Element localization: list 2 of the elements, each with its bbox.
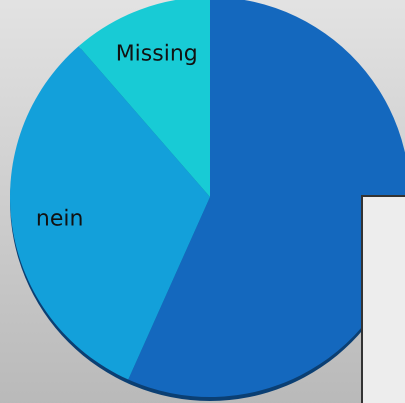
- slice-label: nein: [36, 206, 84, 232]
- slice-label: Missing: [116, 42, 198, 67]
